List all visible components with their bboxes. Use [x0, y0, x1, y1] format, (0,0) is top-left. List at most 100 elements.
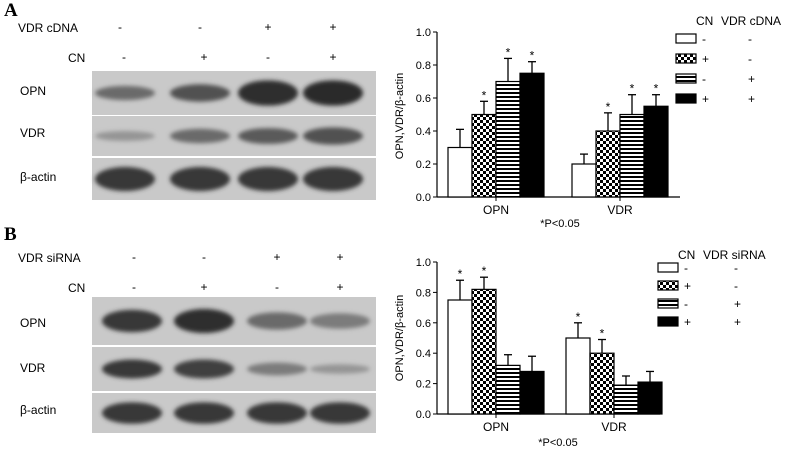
panel-b-legend-sign-2-0: -	[734, 261, 738, 275]
panel-b-legend-sign-2-3: +	[734, 315, 741, 329]
panel-b-row2-sign-1: -	[132, 280, 136, 294]
panel-b-row2-label: CN	[68, 281, 85, 295]
panel-a-sig-1-3: *	[654, 82, 659, 96]
panel-a-sig-1-1: *	[606, 100, 611, 114]
panel-a-legend-sign-cn-0: -	[702, 32, 706, 46]
panel-a-row2-sign-2: +	[200, 50, 207, 64]
panel-a-row2-sign-1: -	[122, 50, 126, 64]
panel-b-row1-sign-3: +	[273, 250, 280, 264]
panel-b: B VDR siRNA - - + + CN - + - + OPN VDR β…	[4, 224, 766, 449]
panel-a-vdr-band-3	[238, 128, 298, 144]
panel-b-ytick-label-3: 0.6	[416, 318, 431, 330]
panel-a-blot-actin-bands	[95, 166, 363, 192]
panel-a-ytick-label-4: 0.8	[416, 60, 431, 72]
panel-b-opn-band-1	[102, 309, 162, 333]
panel-b-opn-band-2	[174, 308, 234, 334]
panel-b-ytick-label-0: 0.0	[416, 409, 431, 421]
panel-b-ytick-label-2: 0.4	[416, 348, 431, 360]
panel-b-bar-0-1	[471, 288, 497, 415]
panel-a-legend-sign-cn-2: -	[702, 72, 706, 86]
panel-b-vdr-band-1	[102, 359, 162, 379]
panel-b-sig-0-1: *	[482, 264, 487, 278]
panel-b-bar-chart: OPN,VDR/β-actin *P<0.05 CN VDR siRNA 0.0…	[394, 248, 766, 449]
panel-a-bar-0-2	[495, 80, 521, 198]
panel-b-actin-band-1	[102, 402, 162, 424]
panel-b-ytick-label-1: 0.2	[416, 379, 431, 391]
panel-b-row1-sign-2: -	[202, 250, 206, 264]
panel-a-row1-sign-3: +	[264, 20, 271, 34]
panel-a-row2-sign-4: +	[329, 50, 336, 64]
panel-b-blot-opn-label: OPN	[20, 316, 46, 330]
panel-a-legend-swatch-0	[675, 33, 697, 44]
panel-b-blot-opn-bands	[102, 308, 370, 334]
panel-a-sig-0-1: *	[482, 88, 487, 102]
panel-a-legend-swatch-1	[675, 53, 697, 64]
panel-a-ytick-label-2: 0.4	[416, 126, 431, 138]
panel-b-category-label-1: VDR	[601, 420, 627, 434]
panel-a-bar-1-1	[595, 130, 621, 198]
panel-b-row2-sign-2: +	[200, 280, 207, 294]
panel-a-opn-band-4	[303, 80, 363, 106]
panel-b-legend-swatch-3	[657, 316, 679, 327]
panel-b-legend-header-2: VDR siRNA	[703, 248, 766, 262]
panel-a-bar-0-1	[471, 113, 497, 198]
panel-a-row1-sign-2: -	[198, 20, 202, 34]
panel-a-bar-0-3	[519, 72, 545, 198]
panel-a-blot-vdr-bands	[95, 127, 363, 145]
panel-b-blot-actin-label: β-actin	[20, 403, 56, 417]
panel-a-bar-1-3	[643, 105, 669, 198]
panel-a-legend-swatch-3	[675, 93, 697, 104]
panel-a-ytick-label-3: 0.6	[416, 93, 431, 105]
panel-a-blot-opn-label: OPN	[20, 84, 46, 98]
panel-b-blot-vdr-label: VDR	[20, 361, 46, 375]
panel-b-row2-sign-3: -	[275, 280, 279, 294]
panel-b-vdr-band-4	[310, 364, 370, 374]
panel-b-legend-swatch-0	[657, 262, 679, 273]
panel-a-legend-sign-cn-1: +	[702, 52, 709, 66]
panel-b-legend-swatch-1	[657, 280, 679, 291]
panel-b-legend-sign-2-1: -	[734, 279, 738, 293]
panel-a-sig-0-2: *	[506, 45, 511, 59]
panel-a-legend-sign-2-2: +	[748, 72, 755, 86]
panel-b-vdr-band-2	[174, 359, 234, 379]
panel-a-category-label-1: VDR	[607, 203, 633, 217]
panel-a-opn-band-1	[95, 85, 155, 101]
panel-b-bar-0-0	[447, 299, 473, 415]
panel-b-blot-actin-bands	[102, 402, 370, 424]
panel-a-bar-0-0	[447, 146, 473, 198]
panel-b-legend-sign-2-2: +	[734, 297, 741, 311]
panel-a-vdr-band-2	[170, 128, 230, 144]
panel-a-row1-label: VDR cDNA	[18, 21, 78, 35]
panel-b-ylabel: OPN,VDR/β-actin	[394, 295, 406, 381]
panel-a-ytick-label-5: 1.0	[416, 27, 431, 39]
panel-a-actin-band-1	[95, 166, 155, 192]
panel-b-row1-sign-4: +	[336, 250, 343, 264]
panel-b-ytick-label-4: 0.8	[416, 287, 431, 299]
panel-b-opn-band-3	[247, 312, 307, 330]
panel-b-category-label-0: OPN	[483, 420, 509, 434]
panel-a-legend-header-cn: CN	[696, 14, 713, 28]
panel-a-note: *P<0.05	[540, 218, 579, 230]
panel-a-ytick-label-1: 0.2	[416, 159, 431, 171]
panel-b-legend-sign-cn-2: -	[684, 297, 688, 311]
panel-a-category-label-0: OPN	[483, 203, 509, 217]
panel-a-bar-chart: OPN,VDR/β-actin *P<0.05 CN VDR cDNA 0.0 0…	[394, 14, 781, 230]
panel-a-blot-vdr-label: VDR	[20, 126, 46, 140]
panel-b-bar-0-2	[495, 364, 521, 415]
panel-a-row2-sign-3: -	[266, 50, 270, 64]
panel-a-vdr-band-4	[303, 127, 363, 145]
panel-b-legend-sign-cn-3: +	[684, 315, 691, 329]
panel-b-row1-sign-1: -	[132, 250, 136, 264]
panel-a-opn-band-3	[238, 80, 298, 106]
panel-b-legend-sign-cn-1: +	[684, 279, 691, 293]
panel-a-row1-sign-4: +	[329, 20, 336, 34]
panel-b-sig-1-0: *	[576, 310, 581, 324]
panel-b-blot-vdr-bands	[102, 359, 370, 379]
panel-b-actin-band-4	[310, 402, 370, 424]
panel-a-ylabel: OPN,VDR/β-actin	[394, 73, 406, 159]
panel-b-sig-1-1: *	[600, 327, 605, 341]
panel-a-sig-1-2: *	[630, 82, 635, 96]
panel-a-actin-band-4	[303, 166, 363, 192]
panel-b-sig-0-0: *	[458, 267, 463, 281]
panel-a-bar-1-0	[571, 163, 597, 198]
